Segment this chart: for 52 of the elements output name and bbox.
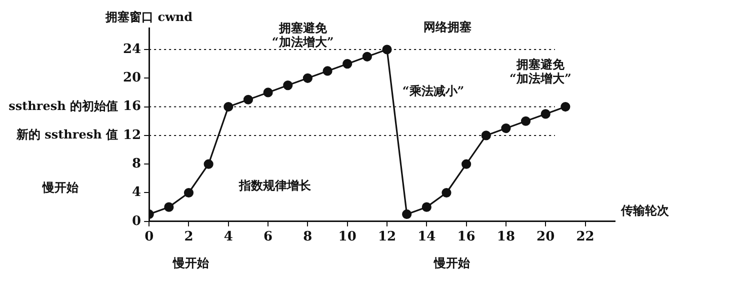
annotation: “乘法减小” (402, 84, 464, 98)
x-tick-label: 10 (338, 230, 356, 245)
x-tick-label: 12 (378, 230, 396, 245)
point (224, 102, 234, 112)
x-tick-label: 22 (576, 230, 594, 245)
point (302, 73, 312, 83)
text: 慢开始 (432, 256, 471, 270)
y-tick-label: 4 (132, 185, 142, 200)
x-tick-label: 18 (496, 230, 516, 245)
x-tick-label: 6 (264, 230, 273, 245)
point (422, 202, 432, 212)
point (164, 202, 174, 212)
annotation: 拥塞避免 “加法增大” (510, 58, 572, 86)
y-tick-label: 20 (122, 70, 142, 86)
x-tick-label: 2 (184, 230, 194, 245)
point (560, 102, 570, 112)
point (540, 109, 550, 119)
y-tick-label: 12 (122, 128, 142, 143)
point (481, 130, 491, 140)
annotation: 网络拥塞 (423, 20, 472, 34)
point (402, 209, 412, 220)
x-tick-label: 4 (224, 230, 233, 245)
text: 慢开始 (42, 180, 80, 195)
point (243, 94, 254, 104)
point (184, 188, 194, 198)
x-tick-label: 14 (418, 230, 436, 245)
annotation: 拥塞避免 “加法增大” (272, 20, 334, 49)
point (362, 52, 372, 62)
y-tick-label: 8 (132, 156, 142, 172)
text: 慢开始 (172, 256, 210, 270)
point (204, 159, 214, 169)
point (322, 66, 332, 76)
x-tick-label: 0 (144, 230, 154, 245)
x-tick-label: 20 (536, 230, 555, 245)
annotation: 指数规律增长 (238, 178, 312, 193)
y-tick-label: 0 (132, 214, 142, 229)
point (382, 44, 392, 54)
ref-line-label: 新的 ssthresh 值 (15, 128, 118, 142)
x-tick-label: 8 (303, 230, 312, 245)
point (501, 123, 511, 134)
point (283, 80, 293, 90)
y-axis-title: 拥塞窗口 cwnd (104, 10, 194, 24)
point (462, 159, 472, 169)
point (520, 116, 531, 126)
point (342, 59, 352, 69)
x-axis-title: 传输轮次 (620, 204, 670, 218)
x-tick-label: 16 (457, 230, 476, 245)
point (442, 188, 452, 198)
y-tick-label: 16 (122, 99, 142, 114)
ref-line-label: ssthresh 的初始值 (8, 98, 118, 113)
y-tick-label: 24 (122, 42, 142, 57)
point (263, 88, 273, 98)
